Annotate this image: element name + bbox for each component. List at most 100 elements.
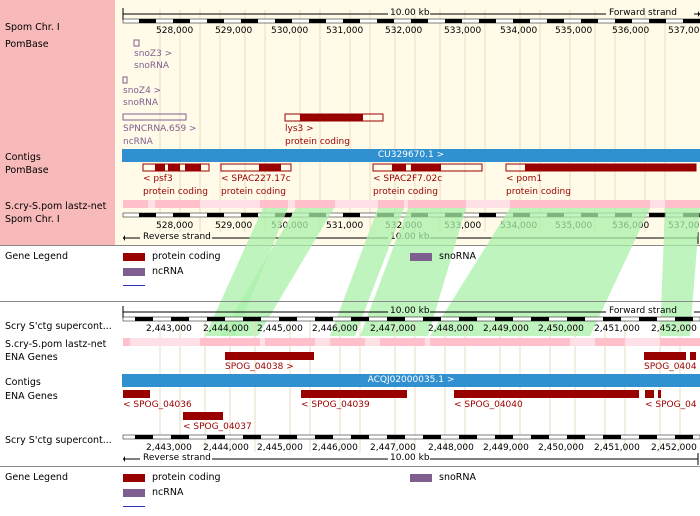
tick-label: 2,444,000	[203, 443, 249, 453]
tick-label: 2,445,000	[257, 443, 303, 453]
scale-label: 10.00 kb	[390, 8, 430, 18]
tick-label: 534,000	[500, 221, 538, 231]
tick-label: 2,443,000	[146, 443, 192, 453]
pom1-feature[interactable]: < pom1	[506, 174, 543, 184]
spog04036-feature[interactable]: < SPOG_04036	[123, 400, 192, 410]
snorna-label: snoRNA	[439, 251, 476, 262]
scale-label-reverse: 10.00 kb	[390, 453, 430, 463]
tick-label: 2,447,000	[370, 443, 416, 453]
lastz-label: S.cry-S.pom lastz-net	[5, 201, 107, 212]
scry-supercontig-label: Scry S'ctg supercont...	[5, 321, 112, 332]
tick-label: 2,449,000	[483, 324, 529, 334]
snoz4-type: snoRNA	[123, 98, 159, 108]
tick-label: 532,000	[385, 221, 423, 231]
tick-label: 529,000	[215, 26, 253, 36]
psf3-feature[interactable]: < psf3	[143, 174, 173, 184]
tick-label: 2,444,000	[203, 324, 249, 334]
tick-label: 535,000	[555, 221, 593, 231]
snoz3-feature[interactable]: snoZ3 >	[134, 49, 173, 59]
protein-coding-label: protein coding	[152, 472, 221, 483]
tick-label: 533,000	[444, 26, 482, 36]
spac2f7-feature[interactable]: < SPAC2F7.02c	[373, 174, 443, 184]
tick-label: 2,451,000	[594, 443, 640, 453]
snoz4-feature[interactable]: snoZ4 >	[123, 86, 162, 96]
ncrna-label: ncRNA	[152, 487, 184, 498]
tick-label: 532,000	[385, 26, 423, 36]
contig-bar[interactable]: CU329670.1 >	[122, 149, 700, 162]
protein-coding-swatch	[123, 253, 145, 261]
protein-coding-label: protein coding	[152, 251, 221, 262]
bottom-track-svg	[122, 306, 700, 465]
tick-label: 528,000	[156, 221, 194, 231]
spac2f7-type: protein coding	[373, 187, 438, 197]
tick-label: 2,448,000	[428, 443, 474, 453]
spog04039-feature[interactable]: < SPOG_04039	[301, 400, 370, 410]
legend-line	[123, 285, 145, 286]
tick-label: 531,000	[326, 26, 364, 36]
spog04038-feature[interactable]: SPOG_04038 >	[225, 362, 294, 372]
ena-genes-label: ENA Genes	[5, 352, 58, 363]
spac227-type: protein coding	[221, 187, 286, 197]
spog04040-feature[interactable]: < SPOG_04040	[454, 400, 523, 410]
tick-label: 528,000	[156, 26, 194, 36]
protein-coding-swatch	[123, 474, 145, 482]
tick-label: 529,000	[215, 221, 253, 231]
forward-strand-label: Forward strand	[609, 306, 677, 316]
gene-legend-bottom: Gene Legend protein coding ncRNA snoRNA	[0, 468, 700, 513]
spac227-feature[interactable]: < SPAC227.17c	[221, 174, 291, 184]
tick-label: 534,000	[500, 26, 538, 36]
tick-label: 2,448,000	[428, 324, 474, 334]
scry-supercontig-reverse-label: Scry S'ctg supercont...	[5, 435, 112, 446]
reverse-strand-label: Reverse strand	[143, 232, 211, 242]
pombase-reverse-label: PomBase	[5, 165, 49, 176]
scale-label: 10.00 kb	[390, 306, 430, 316]
bottom-panel: Scry S'ctg supercont... S.cry-S.pom last…	[0, 301, 700, 467]
ncrna-swatch	[123, 489, 145, 497]
tick-label: 2,452,000	[651, 443, 697, 453]
pom1-type: protein coding	[506, 187, 571, 197]
psf3-type: protein coding	[143, 187, 208, 197]
scale-label-reverse: 10.00 kb	[390, 232, 430, 242]
snorna-swatch	[410, 253, 432, 261]
tick-label: 536,000	[612, 26, 650, 36]
contigs-label: Contigs	[5, 152, 41, 163]
tick-label: 2,446,000	[312, 324, 358, 334]
tick-label: 537,00	[668, 221, 700, 231]
snorna-label: snoRNA	[439, 472, 476, 483]
tick-label: 2,449,000	[483, 443, 529, 453]
ncrna-label: ncRNA	[152, 266, 184, 277]
forward-strand-label: Forward strand	[609, 8, 677, 18]
spog04037-feature[interactable]: < SPOG_04037	[183, 422, 252, 432]
spom-chr-label: Spom Chr. I	[5, 22, 60, 33]
tick-label: 535,000	[555, 26, 593, 36]
tick-label: 2,445,000	[257, 324, 303, 334]
top-sidebar	[0, 0, 115, 246]
ena-genes-reverse-label: ENA Genes	[5, 391, 58, 402]
tick-label: 2,451,000	[594, 324, 640, 334]
tick-label: 2,446,000	[312, 443, 358, 453]
tick-label: 530,000	[271, 26, 309, 36]
tick-label: 2,452,000	[651, 324, 697, 334]
tick-label: 2,450,000	[538, 443, 584, 453]
contig-bar-bottom[interactable]: ACQJ02000035.1 >	[122, 374, 700, 387]
panel-divider	[0, 245, 700, 246]
legend-title: Gene Legend	[5, 251, 68, 262]
lys3-type: protein coding	[285, 137, 350, 147]
snoz3-type: snoRNA	[134, 61, 170, 71]
reverse-strand-label: Reverse strand	[143, 453, 211, 463]
spog04x-feature[interactable]: < SPOG_04	[645, 400, 697, 410]
tick-label: 537,00	[668, 26, 700, 36]
tick-label: 536,000	[612, 221, 650, 231]
tick-label: 530,000	[271, 221, 309, 231]
lys3-feature[interactable]: lys3 >	[285, 124, 314, 134]
spog0404x-feature[interactable]: SPOG_0404	[644, 362, 697, 372]
contigs-bottom-label: Contigs	[5, 377, 41, 388]
spncrna-type: ncRNA	[123, 137, 153, 147]
gene-legend-top: Gene Legend protein coding ncRNA snoRNA	[0, 247, 700, 292]
tick-label: 2,450,000	[538, 324, 584, 334]
legend-title: Gene Legend	[5, 472, 68, 483]
ncrna-swatch	[123, 268, 145, 276]
tick-label: 2,443,000	[146, 324, 192, 334]
spncrna-feature[interactable]: SPNCRNA.659 >	[123, 124, 197, 134]
tick-label: 2,447,000	[370, 324, 416, 334]
